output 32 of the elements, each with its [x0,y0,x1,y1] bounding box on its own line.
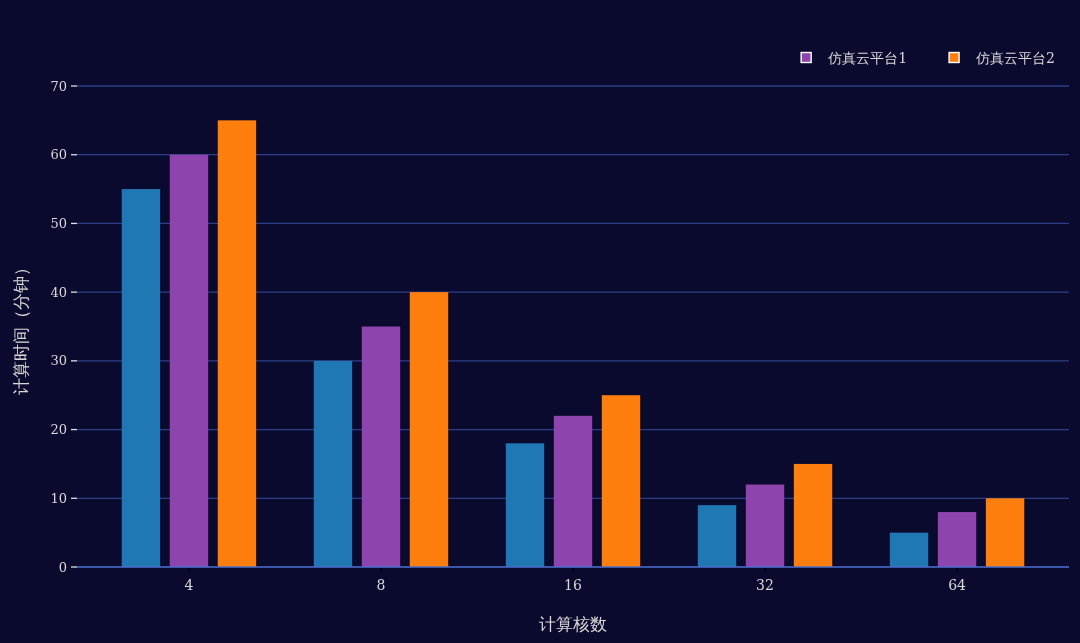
y-tick-label: 30 [50,353,67,369]
x-tick-label: 64 [948,577,967,593]
bar [505,443,545,567]
bar [217,120,257,567]
x-tick-label: 16 [564,577,582,593]
bar [169,154,209,567]
bar [697,505,737,567]
y-tick-label: 50 [50,215,67,231]
bar [361,326,401,567]
bar [121,189,161,567]
x-tick-label: 32 [756,577,774,593]
bar [601,395,641,567]
legend-label: 仿真云平台2 [975,50,1055,66]
y-tick-label: 60 [50,147,67,163]
y-tick-label: 40 [50,284,67,300]
x-tick-label: 4 [184,577,194,593]
bar [313,360,353,567]
bar [553,415,593,567]
bar [985,498,1025,567]
bar [793,463,833,567]
y-tick-label: 20 [50,422,67,438]
y-tick-label: 70 [50,78,67,94]
bar [745,484,785,567]
x-tick-label: 8 [376,577,386,593]
y-axis-title: 计算时间（分钟） [11,258,31,395]
bar [889,532,929,567]
y-tick-label: 0 [58,559,67,575]
bar [937,512,977,567]
y-tick-label: 10 [50,490,67,506]
bar [409,292,449,567]
legend-label: 仿真云平台1 [827,50,908,66]
x-axis-title: 计算核数 [539,614,607,634]
